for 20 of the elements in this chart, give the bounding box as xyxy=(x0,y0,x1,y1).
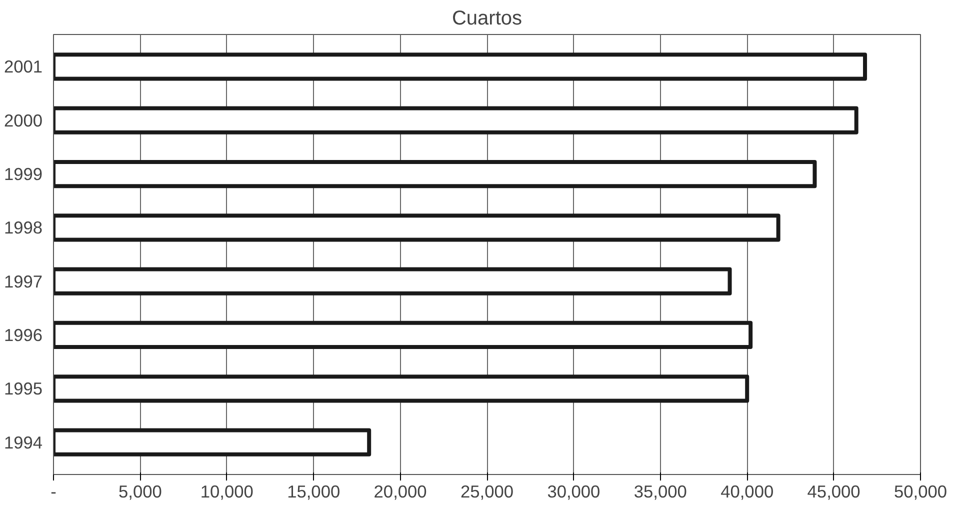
x-tick-label: - xyxy=(50,482,56,502)
x-tick-label: 20,000 xyxy=(374,482,427,502)
x-tick-label: 10,000 xyxy=(200,482,254,502)
x-tick-label: 25,000 xyxy=(460,482,514,502)
x-tick-label: 45,000 xyxy=(807,482,860,502)
y-tick-label: 2000 xyxy=(4,110,43,130)
x-tick-label: 5,000 xyxy=(118,482,162,502)
y-tick-label: 1994 xyxy=(4,432,43,452)
y-tick-label: 2001 xyxy=(4,56,43,77)
x-tick-label: 30,000 xyxy=(547,482,600,502)
x-tick-label: 15,000 xyxy=(287,482,340,502)
y-tick-label: 1996 xyxy=(4,324,43,345)
y-tick-label: 1999 xyxy=(4,164,43,184)
y-tick-label: 1997 xyxy=(4,271,43,292)
x-tick-label: 35,000 xyxy=(634,482,687,502)
x-tick-label: 40,000 xyxy=(720,482,774,502)
chart-title: Cuartos xyxy=(452,8,522,30)
y-tick-label: 1998 xyxy=(4,218,43,238)
y-tick-label: 1995 xyxy=(4,378,43,399)
x-tick-label: 50,000 xyxy=(894,482,947,502)
